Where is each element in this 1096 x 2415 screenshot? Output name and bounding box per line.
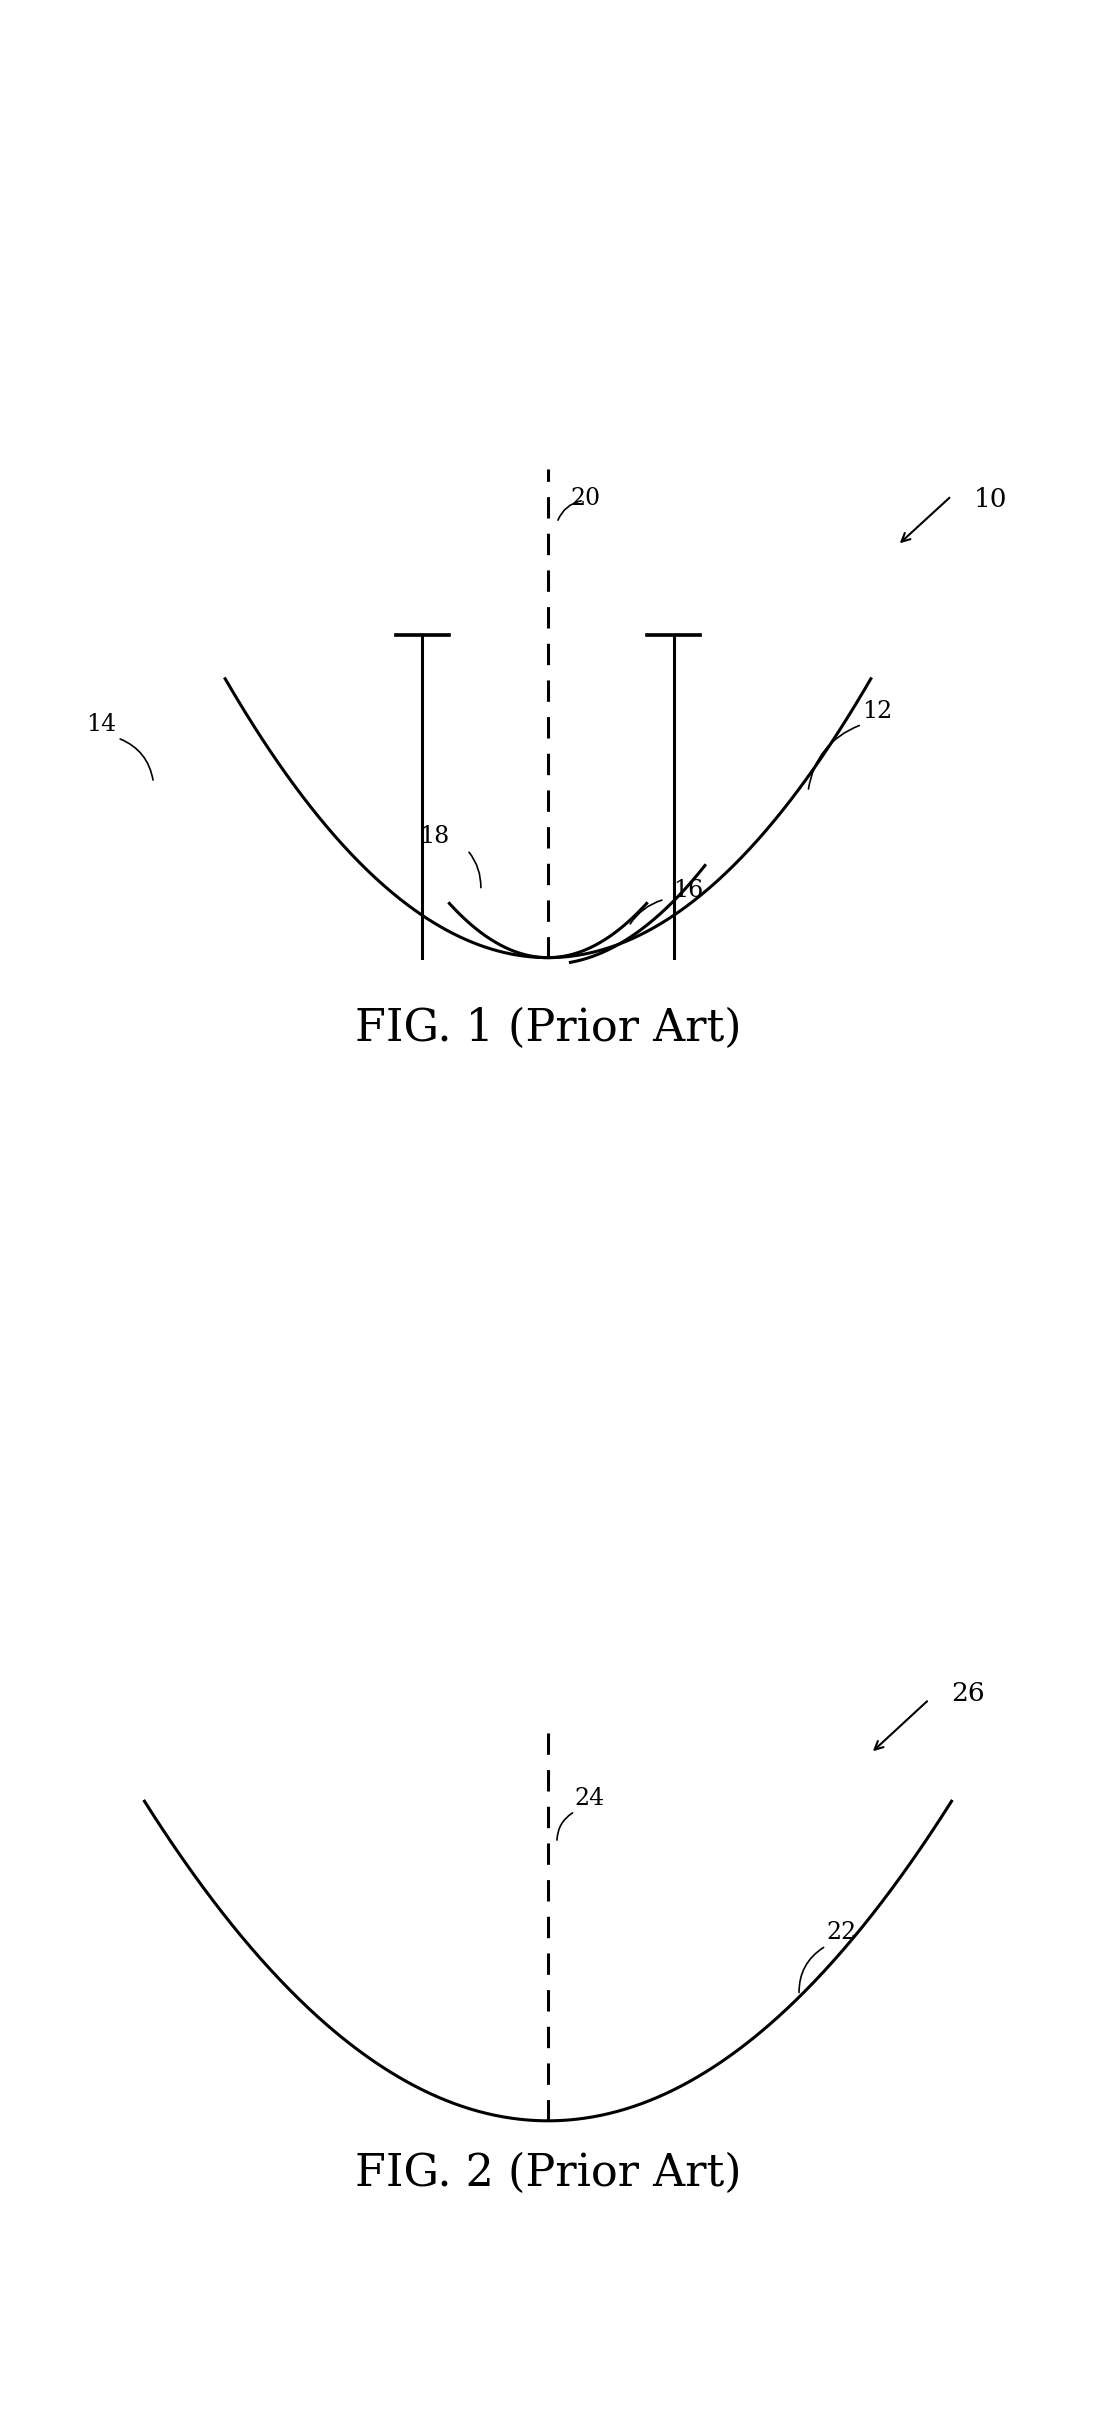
Text: 16: 16 — [674, 879, 704, 901]
Text: 12: 12 — [861, 700, 892, 722]
Text: 26: 26 — [951, 1681, 985, 1707]
Text: FIG. 2 (Prior Art): FIG. 2 (Prior Art) — [355, 2152, 741, 2195]
Text: 24: 24 — [575, 1787, 605, 1809]
Text: 14: 14 — [87, 712, 116, 737]
Text: 22: 22 — [826, 1920, 856, 1944]
Text: 20: 20 — [570, 488, 601, 510]
Text: 18: 18 — [419, 826, 449, 848]
Text: 10: 10 — [974, 488, 1007, 512]
Text: FIG. 1 (Prior Art): FIG. 1 (Prior Art) — [355, 1007, 741, 1051]
